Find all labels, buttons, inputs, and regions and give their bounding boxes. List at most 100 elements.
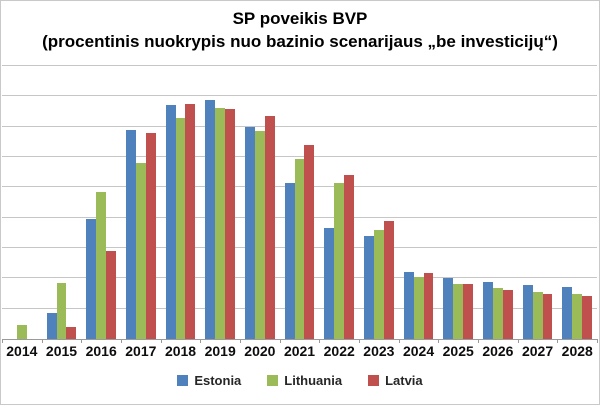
bar-lithuania-2028 [572,294,583,339]
bar-latvia-2017 [145,132,156,339]
x-axis-label-2028: 2028 [561,343,593,359]
bar-lithuania-2019 [215,108,226,339]
x-axis-label-2019: 2019 [204,343,236,359]
bar-estonia-2022 [324,228,335,339]
bar-lithuania-2017 [135,163,146,339]
x-axis-tick [517,339,519,343]
x-axis-label-2021: 2021 [283,343,316,359]
x-axis-tick [2,339,3,343]
bar-estonia-2024 [403,272,414,339]
bar-group-2028 [557,66,597,339]
x-axis-tick [41,339,43,343]
bar-estonia-2027 [522,285,533,339]
legend-swatch-estonia [177,375,189,386]
bar-estonia-2020 [245,126,255,339]
legend-item-lithuania: Lithuania [267,373,342,388]
bar-estonia-2023 [364,235,374,339]
bar-group-2025 [438,66,478,339]
bar-lithuania-2022 [334,182,345,339]
bar-latvia-2024 [423,273,434,339]
x-axis-label-2027: 2027 [521,343,554,359]
bar-estonia-2019 [205,100,216,339]
x-axis-label-2016: 2016 [85,343,117,359]
x-axis-tick [121,339,122,343]
x-axis-label-2015: 2015 [45,343,78,359]
bar-group-2024 [399,66,439,339]
x-axis-label-2024: 2024 [402,343,435,359]
chart-title-line1: SP poveikis BVP [232,9,368,28]
x-axis-label-2023: 2023 [363,343,395,359]
x-axis-tick [438,339,440,343]
bar-lithuania-2015 [56,282,67,339]
x-axis-labels: 2014 2015 2016 2017 2018 2019 2020 2021 2022 2023… [2,343,597,359]
bar-lithuania-2025 [453,284,464,339]
legend: Estonia Lithuania Latvia [1,373,599,388]
x-axis-label-2025: 2025 [442,343,474,359]
legend-swatch-lithuania [267,375,279,386]
bar-group-2018 [161,66,201,339]
bar-group-2015 [42,66,82,339]
chart-title: SP poveikis BVP (procentinis nuokrypis n… [1,7,599,53]
bar-group-2022 [319,66,359,339]
bar-lithuania-2024 [413,276,424,339]
bar-latvia-2025 [463,284,474,339]
bar-lithuania-2020 [254,131,265,339]
bar-lithuania-2021 [294,158,305,339]
bar-latvia-2018 [185,103,196,339]
x-axis-label-2022: 2022 [323,343,355,359]
gridline [2,125,597,127]
x-axis-line [2,339,597,340]
bar-latvia-2019 [225,109,236,339]
x-axis-tick [478,339,479,343]
x-axis-tick [557,339,559,343]
plot-area [2,65,598,343]
bar-estonia-2028 [562,286,573,339]
x-axis-tick [597,339,598,343]
bar-latvia-2028 [582,295,593,339]
bar-group-2014 [2,66,42,339]
bars [2,66,597,339]
chart-title-line2: (procentinis nuokrypis nuo bazinio scena… [42,32,558,51]
legend-label-estonia: Estonia [194,373,242,388]
bar-latvia-2023 [383,220,394,339]
bar-estonia-2021 [284,182,295,339]
bar-group-2020 [240,66,280,339]
bar-latvia-2027 [542,294,553,339]
x-axis-label-2020: 2020 [244,343,276,359]
bar-latvia-2020 [264,116,275,339]
legend-item-estonia: Estonia [177,373,241,388]
legend-label-latvia: Latvia [385,373,423,388]
x-axis-tick [319,339,321,343]
x-axis-label-2018: 2018 [164,343,197,359]
bar-estonia-2018 [165,105,176,339]
x-axis-tick [200,339,202,343]
bar-estonia-2015 [46,313,57,339]
x-axis-tick [240,339,241,343]
x-axis-tick [279,339,281,343]
bar-group-2023 [359,66,399,339]
bar-latvia-2021 [304,144,315,339]
bar-lithuania-2027 [532,291,543,339]
x-axis-tick [160,339,162,343]
gridline [2,65,597,66]
x-axis-label-2014: 2014 [6,343,38,359]
bar-group-2026 [478,66,518,339]
bar-lithuania-2014 [16,325,27,339]
bar-group-2027 [518,66,558,339]
bar-latvia-2015 [66,326,77,339]
bar-group-2021 [280,66,320,339]
bar-latvia-2016 [106,251,117,339]
bar-latvia-2026 [502,290,513,339]
bar-lithuania-2018 [175,118,186,339]
x-axis-tick [398,339,400,343]
x-axis-label-2026: 2026 [482,343,514,359]
legend-item-latvia: Latvia [368,373,423,388]
x-axis-tick [359,339,360,343]
x-axis-tick [81,339,83,343]
legend-label-lithuania: Lithuania [284,373,343,388]
bar-estonia-2016 [86,219,97,339]
bar-estonia-2017 [125,129,136,339]
bar-lithuania-2023 [373,229,384,339]
bar-latvia-2022 [344,175,355,339]
